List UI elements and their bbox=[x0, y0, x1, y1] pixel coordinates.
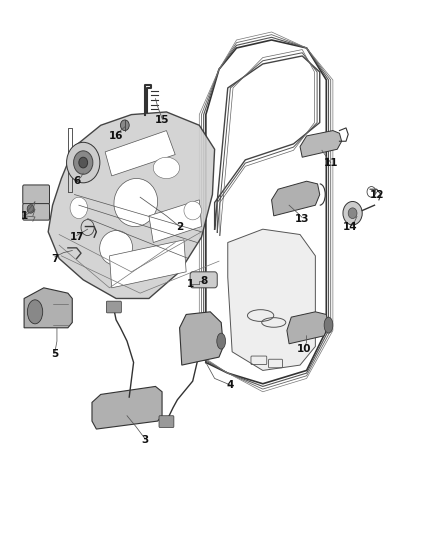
Polygon shape bbox=[272, 181, 320, 216]
Circle shape bbox=[343, 201, 362, 225]
FancyBboxPatch shape bbox=[159, 416, 174, 427]
Text: 1: 1 bbox=[187, 279, 194, 288]
Text: 4: 4 bbox=[226, 380, 233, 390]
Text: 1: 1 bbox=[21, 211, 28, 221]
Ellipse shape bbox=[100, 230, 132, 265]
Polygon shape bbox=[149, 200, 201, 243]
Polygon shape bbox=[92, 386, 162, 429]
Ellipse shape bbox=[70, 197, 88, 219]
Ellipse shape bbox=[217, 333, 226, 349]
Ellipse shape bbox=[27, 300, 42, 324]
Text: 11: 11 bbox=[323, 158, 338, 167]
Circle shape bbox=[79, 157, 88, 168]
FancyBboxPatch shape bbox=[23, 185, 49, 204]
Polygon shape bbox=[228, 229, 315, 370]
Circle shape bbox=[120, 120, 129, 131]
Text: 13: 13 bbox=[295, 214, 310, 223]
Polygon shape bbox=[48, 112, 215, 298]
Text: 14: 14 bbox=[343, 222, 358, 231]
Ellipse shape bbox=[324, 317, 333, 333]
Text: 8: 8 bbox=[200, 277, 207, 286]
Text: 7: 7 bbox=[51, 254, 58, 263]
Circle shape bbox=[67, 142, 100, 183]
Text: 12: 12 bbox=[369, 190, 384, 199]
Ellipse shape bbox=[153, 157, 180, 179]
Text: 5: 5 bbox=[51, 350, 58, 359]
Ellipse shape bbox=[114, 179, 158, 227]
Polygon shape bbox=[105, 131, 175, 176]
Text: 2: 2 bbox=[176, 222, 183, 231]
FancyBboxPatch shape bbox=[106, 301, 121, 313]
FancyBboxPatch shape bbox=[23, 204, 49, 220]
Polygon shape bbox=[24, 288, 72, 328]
Circle shape bbox=[348, 208, 357, 219]
Text: 17: 17 bbox=[69, 232, 84, 242]
Circle shape bbox=[74, 151, 93, 174]
Polygon shape bbox=[287, 312, 328, 344]
Text: 6: 6 bbox=[73, 176, 80, 186]
Polygon shape bbox=[180, 312, 223, 365]
Text: 15: 15 bbox=[155, 115, 170, 125]
Polygon shape bbox=[300, 131, 342, 157]
Circle shape bbox=[27, 205, 34, 213]
Polygon shape bbox=[110, 240, 186, 288]
Ellipse shape bbox=[184, 201, 201, 220]
Text: 16: 16 bbox=[109, 131, 124, 141]
Text: 10: 10 bbox=[297, 344, 312, 354]
FancyBboxPatch shape bbox=[190, 272, 217, 288]
Text: 3: 3 bbox=[141, 435, 148, 445]
